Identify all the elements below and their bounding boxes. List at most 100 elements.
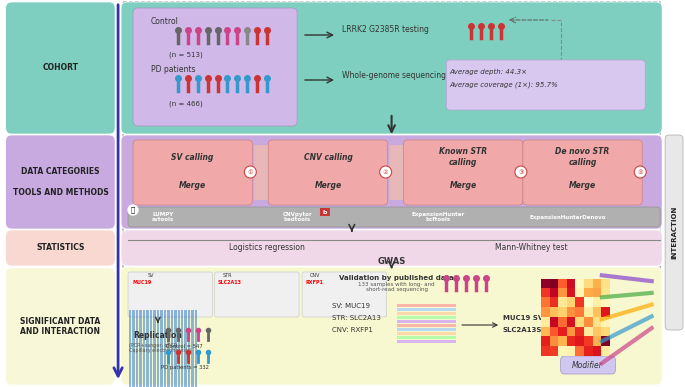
Text: STR: SLC2A13: STR: SLC2A13 [332, 315, 381, 321]
FancyBboxPatch shape [5, 2, 115, 134]
Bar [149, 310, 152, 387]
Bar [397, 315, 456, 319]
Text: Validation by published data: Validation by published data [339, 275, 454, 281]
Text: STATISTICS: STATISTICS [36, 243, 84, 252]
Text: SLC2A13: SLC2A13 [218, 280, 242, 285]
Bar [139, 310, 142, 387]
Text: CNV: RXFP1: CNV: RXFP1 [332, 327, 373, 333]
Text: Whole-genome sequencing: Whole-genome sequencing [342, 70, 446, 79]
Text: Merge: Merge [569, 180, 596, 190]
FancyBboxPatch shape [403, 140, 523, 205]
FancyBboxPatch shape [561, 356, 615, 374]
Bar [160, 310, 162, 387]
FancyBboxPatch shape [269, 140, 388, 205]
Text: 133 samples with long- and
short-read sequencing: 133 samples with long- and short-read se… [358, 282, 435, 293]
FancyBboxPatch shape [447, 60, 645, 110]
Text: b: b [323, 209, 327, 214]
Circle shape [515, 166, 527, 178]
FancyBboxPatch shape [121, 135, 662, 229]
FancyBboxPatch shape [523, 140, 643, 205]
Bar [397, 308, 456, 310]
Text: ExpansionHunterDenovo: ExpansionHunterDenovo [530, 214, 606, 219]
Text: Merge: Merge [449, 180, 477, 190]
Text: SLC2A13STR: SLC2A13STR [503, 327, 553, 333]
FancyBboxPatch shape [133, 140, 252, 205]
Text: SV: MUC19: SV: MUC19 [332, 303, 370, 309]
Bar [397, 324, 456, 327]
Bar [397, 332, 456, 334]
Bar [397, 327, 456, 330]
FancyBboxPatch shape [320, 208, 330, 216]
FancyBboxPatch shape [521, 145, 535, 200]
Bar [171, 310, 173, 387]
Text: (PCR+sanger, qPCR,
Capillary electrophoresis): (PCR+sanger, qPCR, Capillary electrophor… [129, 342, 192, 353]
Circle shape [634, 166, 646, 178]
Text: Control: Control [151, 17, 179, 26]
FancyBboxPatch shape [390, 145, 403, 200]
Bar [177, 310, 180, 387]
Bar [184, 310, 187, 387]
Text: PD patients = 332: PD patients = 332 [161, 365, 209, 370]
Text: RXFP1: RXFP1 [305, 280, 323, 285]
Bar [181, 310, 184, 387]
Text: DATA CATEGORIES

TOOLS AND METHODS: DATA CATEGORIES TOOLS AND METHODS [12, 167, 108, 197]
Bar [195, 310, 197, 387]
Bar [397, 339, 456, 342]
Text: MUC19 SV: MUC19 SV [503, 315, 543, 321]
Text: ①: ① [247, 170, 253, 175]
Text: Modifier: Modifier [572, 361, 603, 370]
Text: LUMPY
svtools: LUMPY svtools [151, 212, 174, 223]
Text: MUC19: MUC19 [133, 280, 152, 285]
Text: CNV calling: CNV calling [303, 152, 352, 161]
FancyBboxPatch shape [121, 267, 662, 385]
FancyBboxPatch shape [133, 8, 297, 126]
FancyBboxPatch shape [254, 145, 269, 200]
Text: (n = 513): (n = 513) [169, 52, 203, 58]
Text: ④: ④ [638, 170, 643, 175]
Text: SV calling: SV calling [171, 152, 214, 161]
Bar [397, 320, 456, 322]
Text: INTERACTION: INTERACTION [671, 206, 677, 259]
FancyBboxPatch shape [121, 230, 662, 266]
Text: Average depth: 44.3×: Average depth: 44.3× [449, 69, 527, 75]
Text: Logistics regression: Logistics regression [229, 243, 306, 252]
Bar [142, 310, 145, 387]
Bar [397, 336, 456, 339]
Bar [157, 310, 159, 387]
FancyBboxPatch shape [302, 272, 386, 317]
Text: Control = 547: Control = 547 [166, 344, 203, 349]
FancyBboxPatch shape [128, 207, 660, 227]
Text: Replication: Replication [133, 330, 182, 339]
Bar [188, 310, 190, 387]
Text: SV: SV [148, 273, 154, 278]
Text: Mann-Whitney test: Mann-Whitney test [495, 243, 567, 252]
Bar [136, 310, 138, 387]
Text: SIGNIFICANT DATA
AND INTERACTION: SIGNIFICANT DATA AND INTERACTION [21, 317, 101, 336]
Bar [132, 310, 135, 387]
Text: 🔴: 🔴 [131, 207, 135, 213]
Bar [174, 310, 177, 387]
Text: LRRK2 G2385R testing: LRRK2 G2385R testing [342, 26, 429, 34]
Bar [167, 310, 170, 387]
Text: ③: ③ [518, 170, 524, 175]
Bar [397, 303, 456, 307]
Bar [153, 310, 155, 387]
Bar [191, 310, 194, 387]
FancyBboxPatch shape [5, 268, 115, 385]
Bar [397, 312, 456, 315]
Bar [146, 310, 149, 387]
FancyBboxPatch shape [5, 135, 115, 229]
Text: De novo STR
calling: De novo STR calling [556, 147, 610, 167]
Text: (n = 466): (n = 466) [169, 101, 203, 107]
Text: ExpansionHunter
bcftools: ExpansionHunter bcftools [412, 212, 465, 223]
Text: Average coverage (1×): 95.7%: Average coverage (1×): 95.7% [449, 82, 558, 88]
FancyBboxPatch shape [121, 2, 662, 134]
Circle shape [245, 166, 256, 178]
FancyBboxPatch shape [214, 272, 299, 317]
Text: Known STR
calling: Known STR calling [439, 147, 487, 167]
Text: ②: ② [383, 170, 388, 175]
Text: GWAS: GWAS [377, 257, 406, 267]
Text: Merge: Merge [179, 180, 206, 190]
FancyBboxPatch shape [5, 230, 115, 266]
Bar [129, 310, 132, 387]
